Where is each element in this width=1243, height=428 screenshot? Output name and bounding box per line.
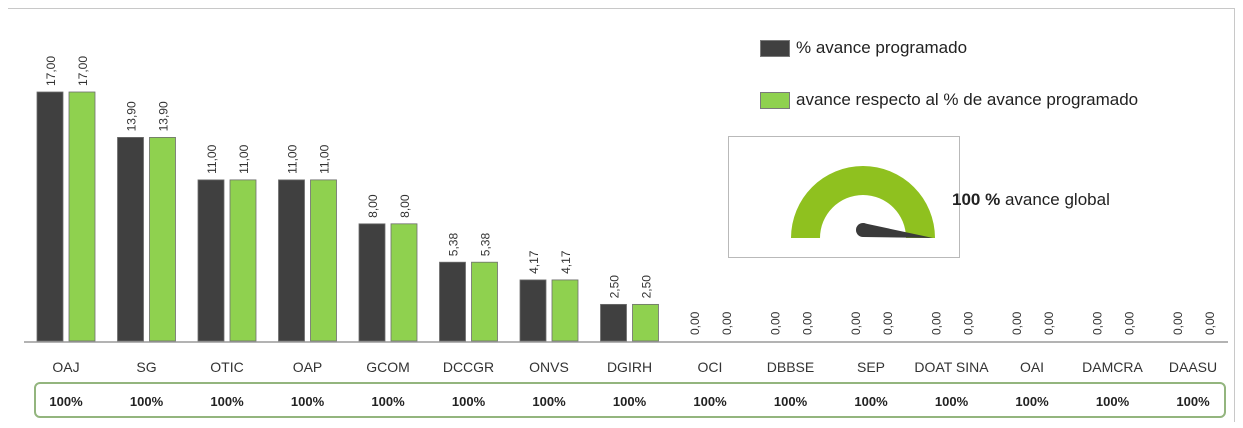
data-label: 11,00 [205, 144, 219, 173]
data-label: 5,38 [479, 233, 493, 257]
data-label: 11,00 [318, 144, 332, 173]
data-label: 0,00 [688, 311, 702, 335]
data-label: 0,00 [1042, 311, 1056, 335]
x-tick-label: OCI [698, 359, 723, 375]
bar-programado [439, 261, 466, 342]
x-tick-label: OAI [1020, 359, 1044, 375]
category-percentage: 100% [935, 394, 969, 409]
category-percentage: 100% [1015, 394, 1049, 409]
category-percentage: 100% [1096, 394, 1130, 409]
data-label: 0,00 [1171, 311, 1185, 335]
gauge-arc [791, 166, 935, 238]
category-percentage: 100% [452, 394, 486, 409]
bar-programado [519, 279, 547, 342]
bar-programado [278, 179, 305, 342]
bar-programado [358, 223, 386, 342]
data-label: 17,00 [44, 56, 58, 86]
data-label: 0,00 [962, 311, 976, 335]
gauge-label: avance global [1004, 190, 1110, 209]
category-percentage: 100% [854, 394, 888, 409]
x-tick-label: DGIRH [607, 359, 652, 375]
x-tick-label: ONVS [529, 359, 569, 375]
data-label: 17,00 [76, 56, 90, 86]
legend-label-programado: % avance programado [796, 38, 968, 57]
bar-avance [551, 279, 579, 342]
data-label: 13,90 [157, 101, 171, 131]
data-label: 0,00 [720, 311, 734, 335]
chart-frame [8, 8, 1235, 422]
gauge-value-label: 100 % [952, 190, 1001, 209]
data-label: 0,00 [849, 311, 863, 335]
gauge-needle-hub [856, 223, 870, 237]
bar-programado [117, 137, 144, 342]
data-label: 0,00 [1123, 311, 1137, 335]
legend-item-avance: avance respecto al % de avance programad… [760, 88, 1138, 112]
bar-avance [149, 137, 176, 342]
x-tick-label: DAASU [1169, 359, 1217, 375]
data-label: 0,00 [1203, 311, 1217, 335]
data-label: 0,00 [1091, 311, 1105, 335]
data-label: 4,17 [559, 250, 573, 274]
gauge-chart [791, 166, 935, 238]
data-label: 5,38 [447, 233, 461, 257]
data-label: 0,00 [881, 311, 895, 335]
bar-programado [197, 179, 225, 342]
x-tick-label: GCOM [366, 359, 410, 375]
data-label: 11,00 [286, 144, 300, 173]
legend: % avance programado avance respecto al %… [760, 36, 1138, 140]
category-percentage: 100% [291, 394, 325, 409]
bar-avance [229, 179, 257, 342]
gauge-caption: 100 % avance global [952, 190, 1110, 210]
legend-label-avance: avance respecto al % de avance programad… [796, 90, 1139, 109]
x-tick-label: SEP [857, 359, 885, 375]
percentages-box [34, 382, 1226, 418]
category-percentage: 100% [49, 394, 83, 409]
bar-programado [600, 303, 627, 342]
data-label: 0,00 [1010, 311, 1024, 335]
bar-avance [471, 261, 498, 342]
legend-swatch-dark [760, 39, 790, 57]
data-label: 0,00 [769, 311, 783, 335]
category-percentage: 100% [613, 394, 647, 409]
x-tick-label: OAP [293, 359, 323, 375]
x-tick-label: DOAT SINA [914, 359, 989, 375]
gauge-needle [863, 223, 933, 238]
category-percentage: 100% [371, 394, 405, 409]
category-percentage: 100% [210, 394, 244, 409]
data-label: 13,90 [125, 101, 139, 131]
data-label: 0,00 [801, 311, 815, 335]
gauge-panel [728, 136, 960, 258]
x-tick-label: DCCGR [443, 359, 494, 375]
category-percentage: 100% [130, 394, 164, 409]
data-label: 11,00 [237, 144, 251, 173]
bar-avance [632, 303, 659, 342]
legend-swatch-green [760, 91, 790, 109]
x-tick-label: DAMCRA [1082, 359, 1143, 375]
data-label: 8,00 [398, 194, 412, 218]
data-label: 2,50 [640, 275, 654, 299]
category-percentage: 100% [693, 394, 727, 409]
legend-item-programado: % avance programado [760, 36, 1138, 60]
category-percentage: 100% [774, 394, 808, 409]
category-percentage: 100% [1176, 394, 1210, 409]
data-label: 8,00 [366, 194, 380, 218]
bar-avance [390, 223, 418, 342]
data-label: 2,50 [608, 275, 622, 299]
bar-avance [68, 91, 96, 342]
bar-avance [310, 179, 337, 342]
x-tick-label: OAJ [52, 359, 79, 375]
data-label: 0,00 [930, 311, 944, 335]
x-tick-label: OTIC [210, 359, 243, 375]
bar-programado [36, 91, 64, 342]
x-tick-label: DBBSE [767, 359, 814, 375]
category-percentage: 100% [532, 394, 566, 409]
data-label: 4,17 [527, 250, 541, 274]
x-tick-label: SG [136, 359, 156, 375]
